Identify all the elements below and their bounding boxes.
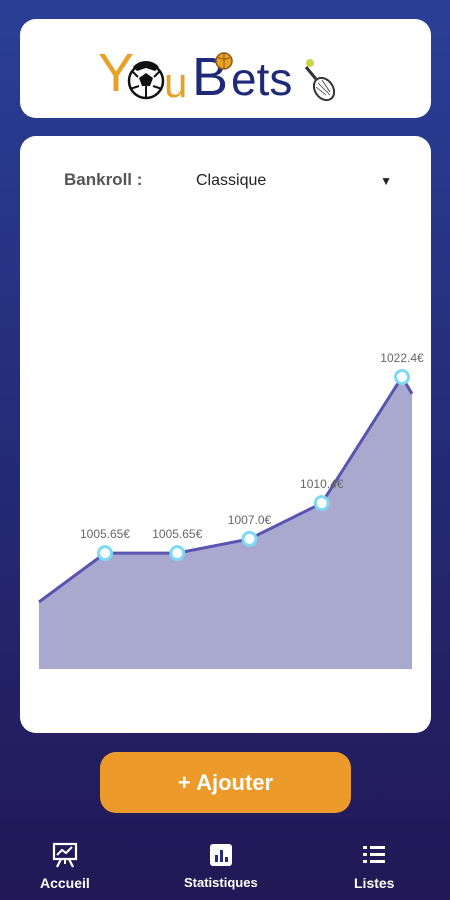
chart-point [169, 545, 186, 562]
tennis-racket-icon [304, 58, 335, 101]
bankroll-selected-value: Classique [196, 172, 267, 189]
bar-chart-icon [209, 844, 232, 866]
chart-point-label: 1005.65€ [152, 527, 202, 541]
bankroll-card: Bankroll : Classique ▼ 1005.65€ 1005.65€ 1… [20, 136, 431, 733]
bankroll-dropdown[interactable]: Classique ▼ [196, 170, 392, 192]
nav-label-accueil: Accueil [40, 875, 90, 891]
chart-point [241, 530, 258, 547]
chart-point [97, 545, 113, 562]
chart-point-label: 1010.4€ [300, 477, 344, 491]
list-icon [363, 846, 386, 863]
svg-text:ets: ets [231, 53, 292, 105]
nav-item-listes[interactable]: Listes [354, 838, 394, 891]
chart-point-label: 1022.4€ [380, 351, 424, 365]
logo-header: Y u B ets [20, 19, 431, 118]
nav-label-statistiques: Statistiques [184, 875, 258, 890]
basketball-icon [214, 51, 233, 70]
presentation-chart-icon [52, 842, 78, 868]
chart-point [313, 495, 330, 512]
soccer-ball-icon [127, 60, 164, 99]
nav-label-listes: Listes [354, 875, 395, 891]
chart-area [39, 377, 412, 669]
chart-point-label: 1005.65€ [80, 527, 130, 541]
chart-point-label: 1007.0€ [228, 513, 272, 527]
bankroll-label: Bankroll : [64, 170, 143, 189]
bankroll-chart: 1005.65€ 1005.65€ 1007.0€ 1010.4€ 1022.4€ [38, 351, 424, 669]
svg-text:u: u [164, 59, 187, 106]
nav-item-accueil[interactable]: Accueil [40, 838, 90, 891]
svg-text:Y: Y [98, 43, 134, 103]
chart-point [394, 369, 410, 385]
nav-item-statistiques[interactable]: Statistiques [184, 838, 258, 890]
youbets-logo: Y u B ets [98, 43, 335, 107]
bottom-nav: Accueil Statistiques Listes [0, 838, 450, 900]
add-button[interactable]: + Ajouter [100, 752, 351, 813]
caret-down-icon: ▼ [380, 174, 392, 188]
